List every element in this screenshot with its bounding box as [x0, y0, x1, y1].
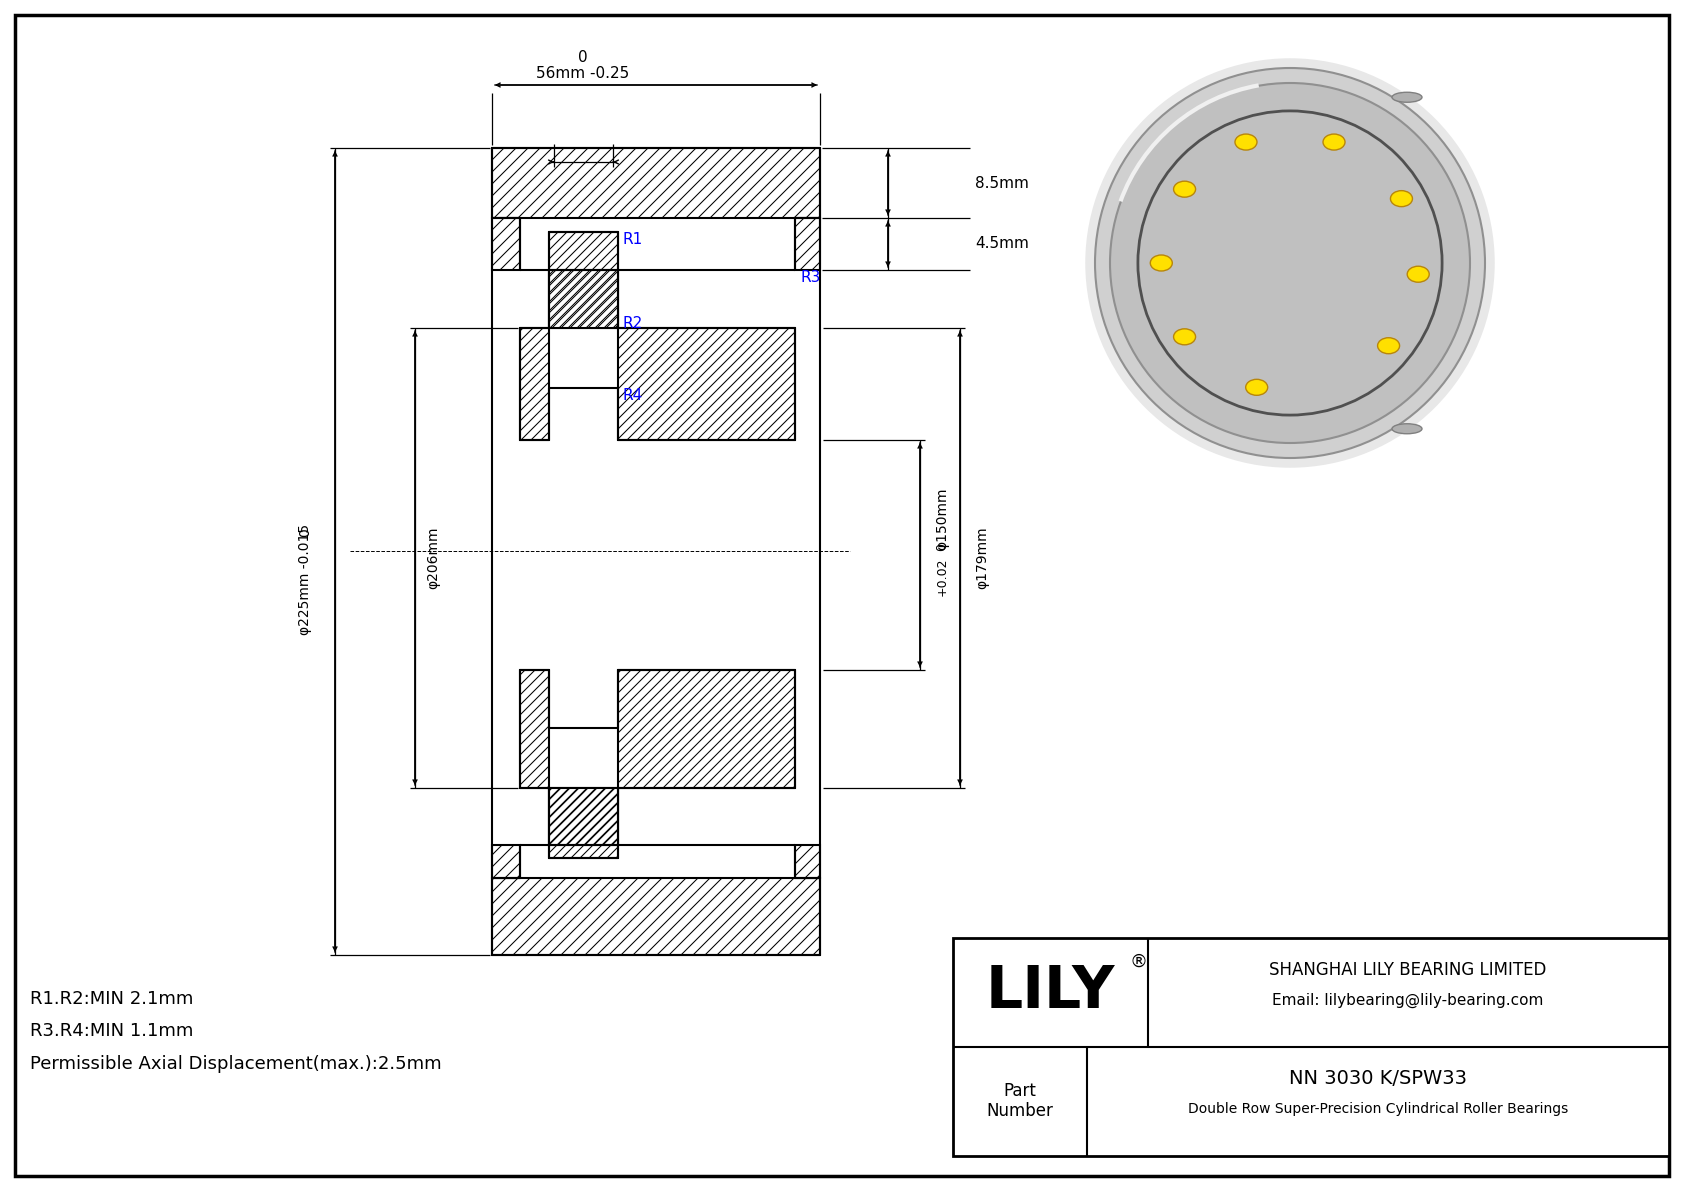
- Text: SHANGHAI LILY BEARING LIMITED: SHANGHAI LILY BEARING LIMITED: [1270, 961, 1546, 979]
- Text: 0: 0: [936, 543, 948, 551]
- Ellipse shape: [1391, 191, 1413, 207]
- Ellipse shape: [1393, 92, 1421, 102]
- Polygon shape: [953, 939, 1669, 1156]
- Polygon shape: [492, 148, 820, 218]
- Ellipse shape: [1408, 267, 1430, 282]
- Polygon shape: [618, 328, 795, 439]
- Text: R4: R4: [623, 388, 643, 404]
- Polygon shape: [549, 232, 618, 328]
- Ellipse shape: [1393, 424, 1421, 434]
- Text: 0: 0: [298, 529, 312, 537]
- Ellipse shape: [1246, 379, 1268, 395]
- Text: LILY: LILY: [985, 964, 1115, 1021]
- Text: R1: R1: [623, 232, 643, 248]
- Ellipse shape: [1174, 181, 1196, 198]
- Polygon shape: [549, 788, 618, 858]
- Polygon shape: [520, 328, 549, 439]
- Polygon shape: [795, 844, 820, 878]
- Text: +0.02: +0.02: [936, 557, 948, 597]
- Text: R3.R4:MIN 1.1mm: R3.R4:MIN 1.1mm: [30, 1022, 194, 1040]
- Text: φ179mm: φ179mm: [975, 526, 989, 590]
- Ellipse shape: [1378, 338, 1399, 354]
- Ellipse shape: [1231, 205, 1349, 322]
- Text: φ225mm -0.015: φ225mm -0.015: [298, 523, 312, 635]
- Text: 0: 0: [578, 50, 588, 66]
- Ellipse shape: [1196, 169, 1384, 356]
- Text: Double Row Super-Precision Cylindrical Roller Bearings: Double Row Super-Precision Cylindrical R…: [1187, 1102, 1568, 1116]
- Text: Part
Number: Part Number: [987, 1081, 1054, 1121]
- Polygon shape: [549, 788, 618, 844]
- Ellipse shape: [1324, 135, 1346, 150]
- Text: Email: lilybearing@lily-bearing.com: Email: lilybearing@lily-bearing.com: [1273, 992, 1544, 1008]
- Polygon shape: [520, 671, 549, 788]
- Text: NN 3030 K/SPW33: NN 3030 K/SPW33: [1288, 1070, 1467, 1089]
- Polygon shape: [492, 218, 520, 270]
- Text: ®: ®: [1128, 953, 1147, 971]
- Polygon shape: [492, 878, 820, 955]
- Text: R3: R3: [800, 270, 820, 286]
- Ellipse shape: [1095, 68, 1485, 459]
- Polygon shape: [492, 844, 520, 878]
- Ellipse shape: [1174, 329, 1196, 345]
- Polygon shape: [549, 270, 618, 328]
- Text: φ206mm: φ206mm: [426, 526, 440, 590]
- Ellipse shape: [1150, 255, 1172, 272]
- Text: 8.5mm: 8.5mm: [975, 175, 1029, 191]
- Text: 56mm -0.25: 56mm -0.25: [537, 67, 630, 81]
- Text: R1.R2:MIN 2.1mm: R1.R2:MIN 2.1mm: [30, 990, 194, 1008]
- Polygon shape: [795, 218, 820, 270]
- Text: 4.5mm: 4.5mm: [975, 237, 1029, 251]
- Text: R2: R2: [623, 316, 643, 330]
- Ellipse shape: [1084, 58, 1495, 468]
- Polygon shape: [618, 671, 795, 788]
- Ellipse shape: [1110, 83, 1470, 443]
- Text: φ150mm: φ150mm: [935, 488, 950, 550]
- Text: Permissible Axial Displacement(max.):2.5mm: Permissible Axial Displacement(max.):2.5…: [30, 1055, 441, 1073]
- Ellipse shape: [1234, 135, 1256, 150]
